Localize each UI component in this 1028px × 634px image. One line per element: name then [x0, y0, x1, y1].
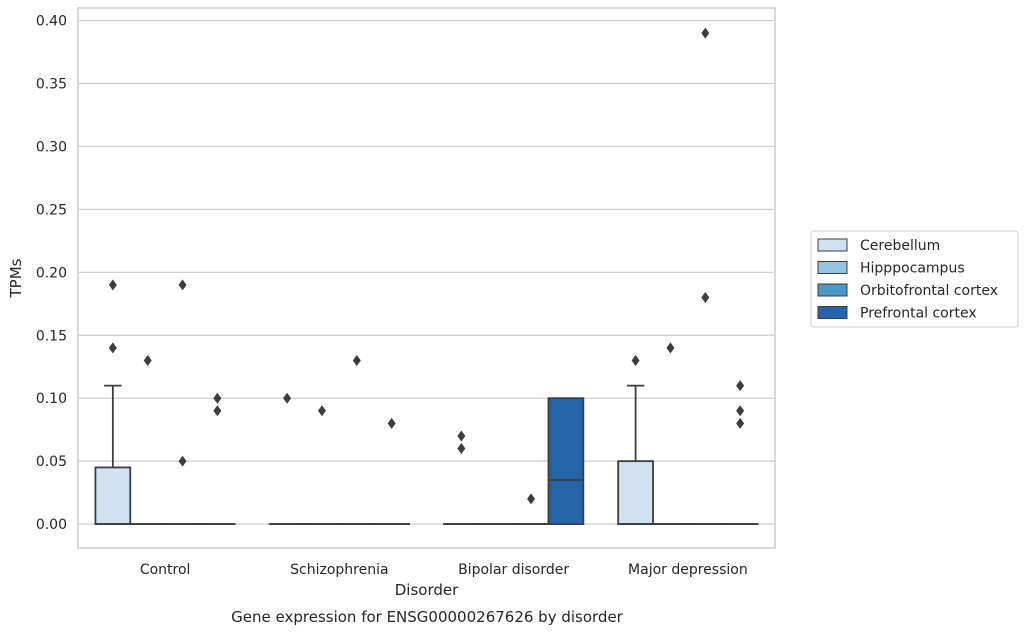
box	[94, 466, 132, 525]
outlier-point	[213, 392, 222, 404]
box	[547, 397, 585, 525]
box-cerebellum	[94, 279, 132, 525]
box-orbitofrontal-cortex	[338, 354, 376, 525]
box-hipppocampus	[129, 354, 167, 525]
box-orbitofrontal-cortex	[164, 279, 201, 525]
outlier-point	[457, 430, 466, 442]
y-tick-label: 0.15	[36, 328, 67, 344]
plot-frame	[77, 7, 776, 549]
y-tick-label: 0.05	[36, 454, 67, 470]
y-tick-label: 0.00	[36, 517, 67, 533]
outlier-point	[108, 342, 117, 354]
legend-swatch	[817, 283, 848, 297]
y-tick-label: 0.10	[36, 391, 67, 407]
y-tick-label: 0.40	[36, 14, 67, 30]
legend-swatch	[817, 238, 848, 252]
legend-label: Cerebellum	[860, 238, 940, 254]
legend-swatch	[817, 261, 848, 274]
box-prefrontal-cortex	[373, 417, 410, 525]
box-cerebellum	[443, 430, 480, 525]
box-prefrontal-cortex	[199, 392, 236, 525]
outlier-point	[701, 292, 710, 304]
outlier-point	[283, 392, 292, 404]
legend-label: Hipppocampus	[860, 261, 965, 277]
outlier-point	[178, 455, 187, 467]
y-tick-label: 0.25	[36, 202, 67, 218]
outlier-point	[457, 443, 466, 455]
x-tick-label: Schizophrenia	[290, 562, 388, 578]
x-axis-label: Disorder	[395, 581, 459, 599]
legend: Cerebellum Hipppocampus Orbitofrontal cort…	[810, 230, 1019, 328]
legend-label: Orbitofrontal cortex	[860, 283, 998, 299]
box-cerebellum	[617, 354, 654, 525]
grid-lines	[78, 19, 775, 525]
x-tick-labels: Control Schizophrenia Bipolar disorder Majo…	[140, 562, 748, 578]
outlier-point	[317, 405, 326, 417]
x-tick-label: Control	[140, 562, 191, 578]
box-orbitofrontal-cortex	[686, 27, 724, 525]
box-hipppocampus	[303, 405, 341, 525]
box-prefrontal-cortex	[547, 397, 585, 525]
outlier-point	[352, 354, 361, 366]
box-layer	[94, 27, 759, 525]
legend-swatch	[817, 306, 848, 319]
outlier-point	[108, 279, 117, 291]
outlier-point	[736, 405, 745, 417]
y-tick-label: 0.20	[36, 265, 67, 281]
outlier-point	[666, 342, 675, 354]
outlier-point	[143, 354, 152, 366]
x-tick-label: Major depression	[628, 562, 748, 578]
y-tick-labels: 0.00 0.05 0.10 0.15 0.20 0.25 0.30 0.35 0.40	[36, 14, 67, 533]
outlier-point	[387, 417, 396, 429]
legend-label: Prefrontal cortex	[860, 306, 977, 322]
box-orbitofrontal-cortex	[512, 493, 550, 525]
box-prefrontal-cortex	[721, 380, 759, 525]
outlier-point	[736, 417, 745, 429]
outlier-point	[701, 27, 710, 39]
chart-caption: Gene expression for ENSG00000267626 by d…	[231, 608, 624, 626]
outlier-point	[527, 493, 536, 505]
outlier-point	[178, 279, 187, 291]
outlier-point	[631, 354, 640, 366]
y-axis-label: TPMs	[7, 258, 25, 298]
legend-frame	[810, 230, 1019, 328]
x-tick-label: Bipolar disorder	[458, 562, 569, 578]
y-tick-label: 0.35	[36, 77, 67, 93]
box-cerebellum	[268, 392, 306, 525]
outlier-point	[213, 405, 222, 417]
outlier-point	[736, 380, 745, 392]
y-tick-label: 0.30	[36, 139, 67, 155]
box	[617, 460, 654, 525]
box-hipppocampus	[652, 342, 689, 525]
